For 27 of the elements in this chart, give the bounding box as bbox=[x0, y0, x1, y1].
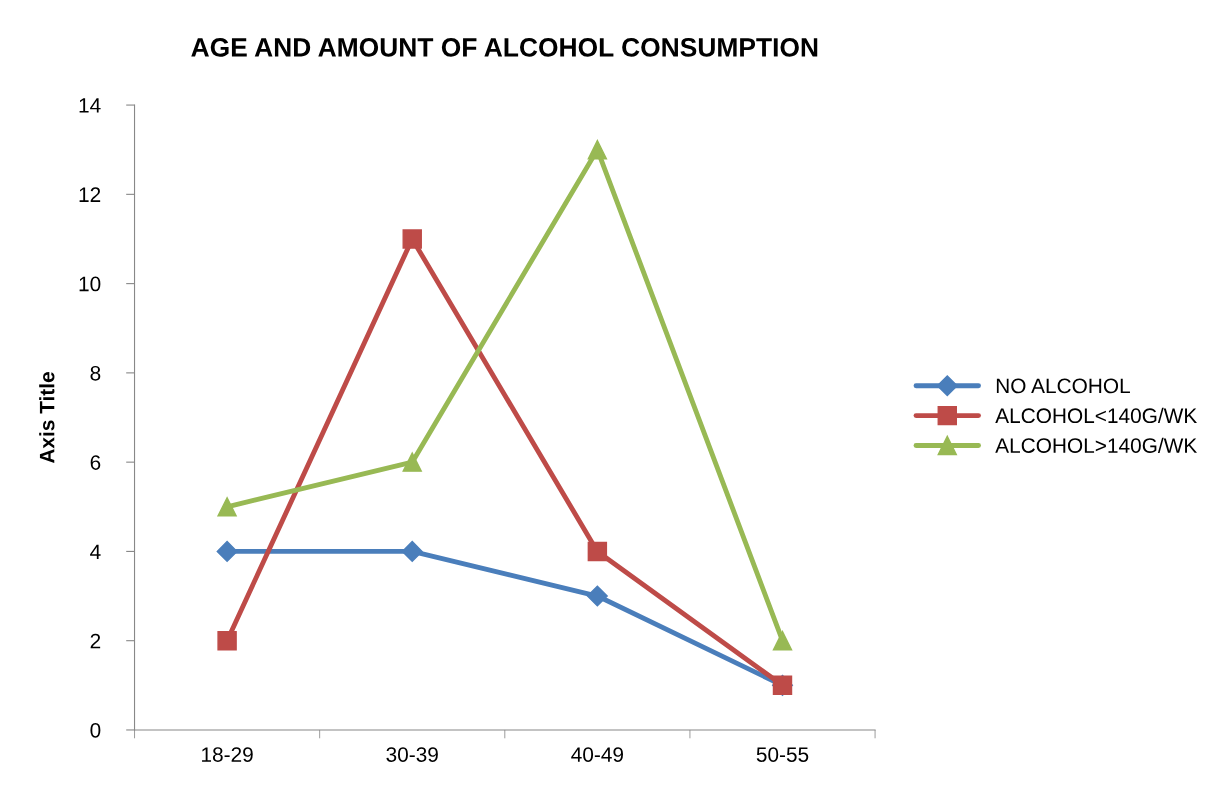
y-tick-label: 14 bbox=[79, 98, 101, 113]
x-tick-label: 30-39 bbox=[386, 747, 438, 762]
y-tick-label: 8 bbox=[90, 365, 101, 381]
point bbox=[401, 540, 423, 562]
point bbox=[217, 630, 237, 651]
y-tick-label: 12 bbox=[79, 187, 101, 202]
x-tick-label: 40-49 bbox=[571, 747, 624, 762]
point bbox=[586, 585, 608, 607]
point bbox=[216, 540, 238, 562]
y-tick-label: 6 bbox=[90, 455, 101, 470]
y-tick-label: 4 bbox=[90, 544, 101, 559]
x-tick-label: 18-29 bbox=[202, 747, 253, 762]
chart-title: AGE AND AMOUNT OF ALCOHOL CONSUMPTION bbox=[191, 38, 818, 57]
point bbox=[402, 229, 422, 249]
legend-label: ALCOHOL>140G/WK bbox=[995, 437, 1198, 453]
legend-label: ALCOHOL<140G/WK bbox=[995, 407, 1198, 424]
point bbox=[587, 541, 608, 562]
point bbox=[772, 630, 793, 651]
point bbox=[587, 139, 608, 160]
legend-label: NO ALCOHOL bbox=[996, 378, 1130, 394]
y-tick-label: 2 bbox=[90, 633, 101, 649]
point bbox=[402, 452, 422, 472]
y-tick-label: 0 bbox=[90, 722, 101, 738]
x-tick-label: 50-55 bbox=[756, 747, 809, 762]
y-tick-label: 10 bbox=[79, 276, 101, 292]
point bbox=[217, 497, 237, 517]
y-axis-title: Axis Title bbox=[39, 372, 55, 464]
